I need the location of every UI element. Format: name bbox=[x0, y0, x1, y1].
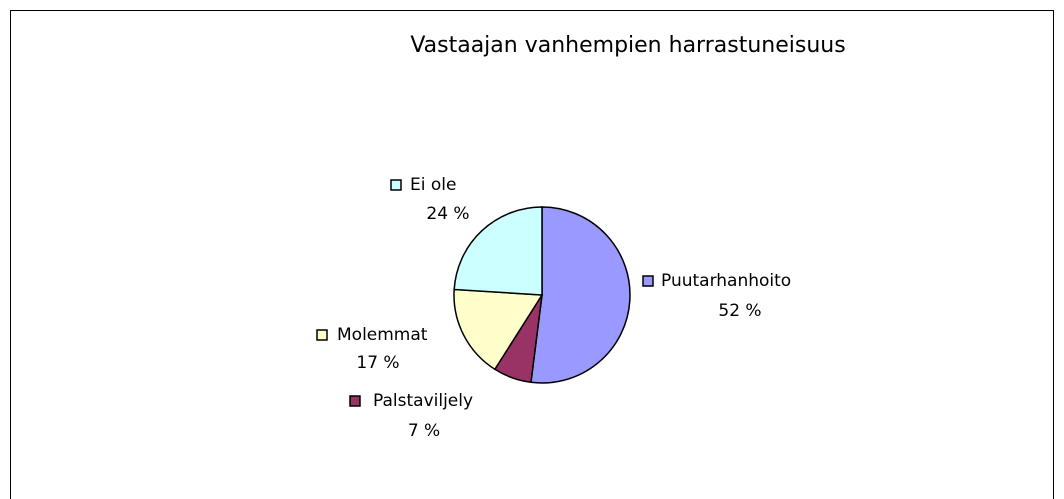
chart-title: Vastaajan vanhempien harrastuneisuus bbox=[410, 33, 845, 58]
pie-slice bbox=[530, 206, 631, 384]
legend-key bbox=[642, 275, 654, 287]
legend-key bbox=[316, 329, 328, 341]
legend-key bbox=[349, 395, 361, 407]
slice-value-label: 24 % bbox=[426, 204, 469, 224]
slice-label: Ei ole bbox=[410, 175, 456, 195]
slice-label: Palstaviljely bbox=[373, 391, 473, 411]
slice-label: Molemmat bbox=[337, 325, 428, 345]
pie-slice bbox=[453, 206, 543, 296]
pie-slice bbox=[453, 288, 544, 371]
slice-value-label: 7 % bbox=[408, 421, 440, 441]
slice-value-label: 52 % bbox=[718, 301, 761, 321]
slice-value-label: 17 % bbox=[356, 353, 399, 373]
legend-key bbox=[390, 179, 402, 191]
slice-label: Puutarhanhoito bbox=[661, 271, 791, 291]
